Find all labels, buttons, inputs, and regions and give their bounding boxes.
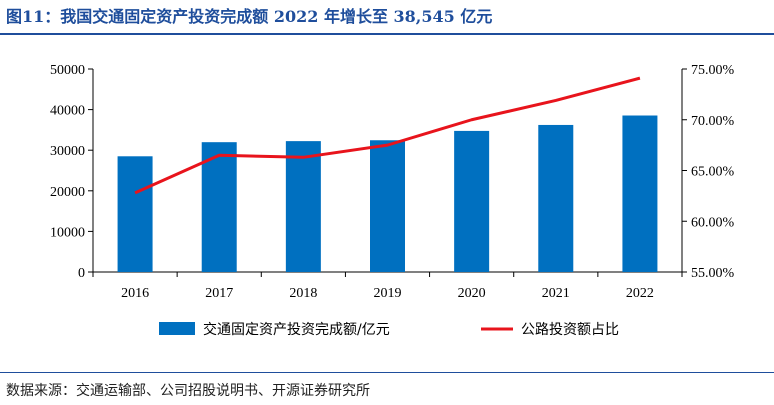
chart-legend: 交通固定资产投资完成额/亿元 公路投资额占比 [159,321,619,338]
chart-title: 图11：我国交通固定资产投资完成额 2022 年增长至 38,545 亿元 [6,7,493,26]
bar-2016 [117,156,153,272]
x-tick-label: 2017 [205,286,233,301]
footer-divider [0,372,774,373]
y-left-tick-label: 0 [78,266,85,281]
bar-2022 [622,115,658,273]
y-left-tick-label: 10000 [50,225,85,240]
y-right-tick-label: 65.00% [691,165,735,180]
y-right-tick-label: 60.00% [691,215,735,230]
x-tick-label: 2021 [542,286,570,301]
chart-axes: 0 10000 20000 30000 40000 50000 55.00% 60.00% 65… [50,63,735,301]
bar-series [117,115,658,273]
x-tick-label: 2016 [121,286,149,301]
bar-2018 [285,141,321,272]
y-left-tick-label: 30000 [50,144,85,159]
y-right-tick-label: 55.00% [691,266,735,281]
line-series [134,76,641,195]
x-tick-label: 2018 [289,286,317,301]
y-right-tick-label: 75.00% [691,63,735,78]
legend-label-line: 公路投资额占比 [521,322,619,338]
y-left-tick-label: 40000 [50,104,85,119]
legend-swatch-bar [159,322,195,335]
bar-2020 [454,130,490,272]
title-divider [0,33,774,35]
bar-2017 [201,142,237,272]
x-tick-label: 2020 [458,286,486,301]
x-tick-label: 2022 [626,286,654,301]
y-right-tick-label: 70.00% [691,114,735,129]
bar-2019 [370,140,405,272]
y-left-tick-label: 20000 [50,185,85,200]
x-tick-label: 2019 [374,286,402,301]
y-left-tick-label: 50000 [50,63,85,78]
bar-2021 [538,124,574,272]
data-source: 数据来源：交通运输部、公司招股说明书、开源证券研究所 [6,383,370,399]
legend-label-bar: 交通固定资产投资完成额/亿元 [203,321,390,338]
